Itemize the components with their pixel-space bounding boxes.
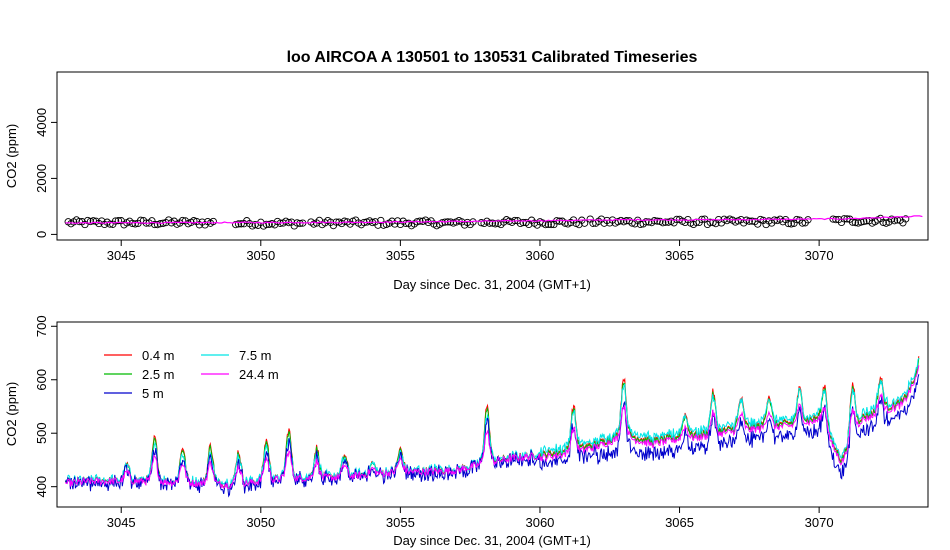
- top-data-point: [879, 218, 887, 227]
- bottom-y-tick-label: 600: [34, 369, 49, 391]
- top-line-series: [65, 215, 923, 225]
- top-x-axis-label: Day since Dec. 31, 2004 (GMT+1): [393, 277, 591, 292]
- bottom-y-tick-label: 500: [34, 422, 49, 444]
- top-data-point: [262, 220, 271, 229]
- top-data-point: [237, 220, 245, 228]
- bottom-x-tick-label: 3060: [525, 515, 554, 530]
- bottom-panel: 3045 3050 3055 3060 3065 3070 400 500 600 700 0.…: [4, 315, 929, 548]
- top-data-point: [438, 219, 446, 227]
- top-data-point: [151, 220, 159, 229]
- bottom-x-tick-label: 3055: [386, 515, 415, 530]
- series-line-2-5-m: [64, 357, 920, 489]
- bottom-line-series: [64, 356, 920, 498]
- top-data-point: [209, 217, 217, 226]
- top-data-point: [851, 218, 860, 227]
- top-data-point: [561, 219, 569, 227]
- top-data-point: [178, 216, 187, 225]
- legend-entry-label: 7.5 m: [239, 348, 272, 363]
- top-data-point: [131, 220, 139, 228]
- top-x-tick-label: 3065: [665, 248, 694, 263]
- top-data-point: [477, 219, 485, 227]
- top-data-point: [902, 215, 910, 223]
- legend-entry-label: 24.4 m: [239, 367, 279, 382]
- legend-entry-label: 5 m: [142, 386, 164, 401]
- top-x-tick-label: 3070: [805, 248, 834, 263]
- legend-entry-label: 0.4 m: [142, 348, 175, 363]
- chart-title: loo AIRCOA A 130501 to 130531 Calibrated…: [287, 49, 698, 66]
- top-data-point: [784, 219, 793, 228]
- top-data-point: [340, 217, 349, 225]
- top-data-point: [190, 217, 198, 225]
- bottom-x-axis-label: Day since Dec. 31, 2004 (GMT+1): [393, 533, 591, 548]
- top-data-point: [645, 218, 653, 226]
- top-data-point: [787, 220, 795, 228]
- bottom-x-tick-label: 3050: [246, 515, 275, 530]
- top-data-point: [653, 217, 661, 225]
- top-x-tick-label: 3050: [246, 248, 275, 263]
- bottom-y-tick-label: 700: [34, 315, 49, 337]
- top-x-axis: 3045 3050 3055 3060 3065 3070: [107, 240, 834, 263]
- legend: 0.4 m 2.5 m 5 m 7.5 m 24.4 m: [104, 348, 279, 401]
- top-line-trace: [65, 215, 923, 225]
- top-data-point: [544, 220, 552, 229]
- bottom-y-tick-label: 400: [34, 476, 49, 498]
- top-y-tick-label: 2000: [34, 164, 49, 193]
- top-data-point: [661, 218, 670, 226]
- top-data-point: [128, 219, 137, 228]
- top-panel: loo AIRCOA A 130501 to 130531 Calibrated…: [4, 49, 929, 292]
- bottom-x-tick-label: 3045: [107, 515, 136, 530]
- top-data-point: [156, 220, 164, 228]
- top-x-tick-label: 3045: [107, 248, 136, 263]
- top-data-point: [486, 219, 494, 227]
- top-data-point: [642, 218, 650, 226]
- series-line-0-4-m: [64, 356, 920, 489]
- bottom-x-tick-label: 3065: [665, 515, 694, 530]
- bottom-y-axis: 400 500 600 700: [34, 315, 57, 498]
- series-line-5-m: [64, 374, 920, 498]
- bottom-x-axis: 3045 3050 3055 3060 3065 3070: [107, 507, 834, 530]
- top-data-point: [111, 217, 120, 225]
- bottom-plot-frame: [56, 321, 929, 508]
- top-data-point: [232, 220, 240, 229]
- top-data-point: [798, 219, 807, 227]
- top-data-point: [488, 219, 497, 227]
- bottom-y-axis-label: CO2 (ppm): [4, 382, 19, 446]
- top-data-point: [114, 216, 123, 225]
- top-data-point: [706, 218, 714, 226]
- top-data-point: [296, 219, 304, 228]
- top-y-axis: 0 2000 4000: [34, 108, 57, 238]
- top-y-tick-label: 0: [34, 231, 49, 238]
- top-data-point: [234, 220, 243, 228]
- top-plot-frame: [56, 71, 929, 241]
- top-data-point: [441, 218, 449, 226]
- series-line-24-4-m: [64, 365, 920, 489]
- top-data-point: [748, 217, 756, 225]
- legend-entry-label: 2.5 m: [142, 367, 175, 382]
- top-data-point: [265, 220, 273, 229]
- top-y-tick-label: 4000: [34, 108, 49, 137]
- top-y-axis-label: CO2 (ppm): [4, 124, 19, 188]
- top-x-tick-label: 3055: [386, 248, 415, 263]
- top-x-tick-label: 3060: [525, 248, 554, 263]
- bottom-x-tick-label: 3070: [805, 515, 834, 530]
- top-data-point: [75, 217, 83, 226]
- top-data-point: [106, 220, 114, 228]
- top-data-point: [745, 217, 753, 225]
- top-data-point: [86, 217, 95, 226]
